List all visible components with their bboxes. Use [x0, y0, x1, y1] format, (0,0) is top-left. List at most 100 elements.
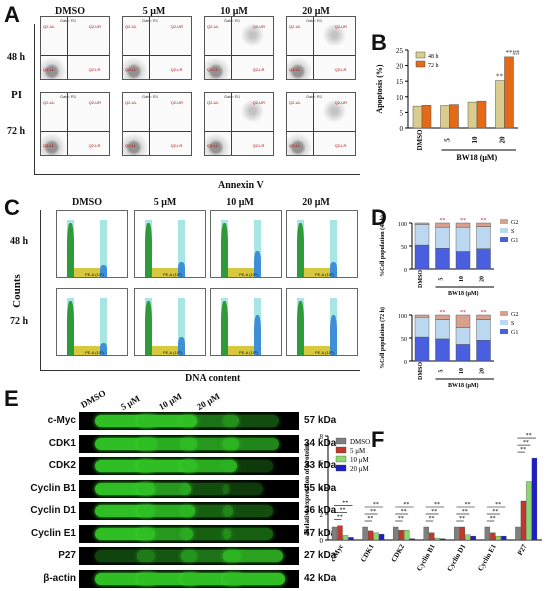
- bar-CDK2-0: [392, 526, 399, 541]
- panel-c-x-arrow: [40, 370, 360, 371]
- bar-CyclinB1-3: [440, 538, 446, 541]
- sig-star: **: [428, 516, 434, 522]
- g1-peak: [144, 300, 152, 355]
- sig-star: **: [434, 502, 440, 508]
- bar-CyclinB1-1: [429, 532, 435, 541]
- bar-G2-5: [435, 222, 450, 228]
- y-tick-label: 0: [400, 125, 404, 133]
- panel-c-y-arrow: [40, 210, 41, 370]
- sig-star: **: [403, 502, 409, 508]
- blot-kda: 36 kDa: [304, 505, 337, 516]
- flow-q-bot-right: Q2-LR: [88, 66, 101, 72]
- bar-G1-DMSO: [414, 244, 430, 270]
- blot-band: [95, 550, 155, 562]
- flow-gate-label: Gate: R1: [224, 18, 241, 23]
- blot-band: [223, 415, 279, 427]
- legend-swatch: [335, 464, 347, 472]
- flow-dots: [205, 130, 236, 155]
- y-tick-label: 5: [400, 109, 404, 117]
- panel-a-pi-label: PI: [11, 89, 22, 101]
- x-axis-label: BW18 (μM): [448, 290, 479, 297]
- cc-histogram-48h-1: PE-A (10³): [134, 210, 206, 278]
- blot-strip: [79, 569, 299, 588]
- bar-G2-10: [455, 314, 471, 328]
- panel-a-row-48h: 48 h: [7, 52, 26, 63]
- quadrant-hline: [123, 131, 191, 133]
- blot-band: [223, 437, 279, 450]
- flow-q-bot-right: Q2-LR: [88, 142, 101, 148]
- legend-label: 20 μM: [350, 465, 370, 473]
- panel-a-row-72h: 72 h: [7, 126, 26, 137]
- cc-histogram-48h-0: PE-A (10³): [56, 210, 128, 278]
- x-tick-label: CDK2: [390, 543, 407, 564]
- legend-swatch: [500, 320, 508, 325]
- bar-CyclinD1-2: [465, 534, 471, 541]
- sig-star: **: [462, 509, 468, 515]
- blot-label: Cyclin E1: [30, 527, 76, 539]
- x-tick-label: DMSO: [418, 362, 424, 380]
- flow-plot-48h-2: Gate: R1 Q2-UL Q2-UR Q2-LL Q2-LR: [204, 16, 274, 80]
- flow-dots: [287, 130, 318, 155]
- flow-q-top-left: Q2-UL: [125, 24, 137, 29]
- annotation: **: [496, 73, 504, 81]
- g1-peak: [144, 222, 152, 277]
- legend-swatch: [500, 237, 508, 242]
- sig-star: **: [465, 502, 471, 508]
- bar-G1-10: [455, 251, 471, 270]
- panel-c-ylabel: Counts: [10, 274, 23, 308]
- legend-swatch: [500, 311, 508, 316]
- x-tick-label: Cyclin E1: [476, 543, 498, 573]
- flow-gate-label: Gate: R1: [60, 94, 77, 99]
- legend-swatch: [335, 437, 347, 445]
- panel-a-x-arrow: [34, 174, 360, 175]
- panel-a-col-10: 10 μM: [220, 6, 248, 17]
- bar-G1-20: [476, 340, 491, 362]
- flow-q-bot-left: Q2-LL: [207, 66, 219, 72]
- quadrant-hline: [205, 131, 273, 133]
- cc-x-axis-label: PE-A (10³): [239, 350, 258, 355]
- g1-peak: [220, 222, 228, 277]
- flow-q-top-left: Q2-UL: [43, 100, 55, 105]
- g2-peak: [254, 250, 262, 277]
- flow-q-bot-left: Q2-LL: [289, 142, 301, 148]
- blot-strip: [79, 457, 299, 475]
- bar-S-10: [455, 226, 471, 252]
- legend-label: G2: [511, 220, 518, 226]
- flow-dots: [123, 130, 154, 155]
- bar-G2-5: [435, 314, 450, 320]
- x-tick-label: CDK1: [359, 543, 376, 564]
- flow-q-bot-right: Q2-LR: [252, 142, 265, 148]
- g1-peak: [296, 300, 304, 355]
- panel-e-lane-10: 10 μM: [157, 390, 184, 412]
- bar-P27-0: [515, 526, 521, 541]
- bar-P27-3: [531, 457, 538, 541]
- g1-peak: [66, 300, 74, 355]
- bar-c-Myc-3: [348, 537, 354, 541]
- quadrant-vline: [230, 93, 232, 155]
- bar-G2-DMSO: [414, 222, 430, 225]
- cc-histogram-72h-2: PE-A (10³): [210, 288, 282, 356]
- flow-dots: [41, 54, 72, 79]
- bar-S-DMSO: [414, 224, 430, 246]
- bar-S-DMSO: [414, 317, 430, 338]
- legend-label: 5 μM: [350, 447, 366, 455]
- bar-CDK2-2: [403, 530, 410, 541]
- flow-q-top-left: Q2-UL: [43, 24, 55, 29]
- flow-q-top-right: Q2-UR: [170, 100, 184, 105]
- blot-kda: 42 kDa: [304, 572, 337, 584]
- g2-peak: [254, 315, 262, 355]
- blot-strip: [79, 502, 299, 520]
- sig-star: **: [490, 516, 496, 522]
- cc-x-axis-label: PE-A (10³): [315, 272, 334, 277]
- legend-swatch: [500, 329, 508, 334]
- bar-G2-20: [476, 314, 491, 320]
- y-tick-label: 50: [401, 337, 407, 343]
- g2-gate: [100, 298, 108, 355]
- sig-star: **: [373, 502, 379, 508]
- legend-label: G1: [511, 238, 518, 244]
- sig-star: **: [459, 516, 465, 522]
- bar-CyclinE1-3: [501, 535, 507, 541]
- flow-plot-48h-1: Gate: R1 Q2-UL Q2-UR Q2-LL Q2-LR: [122, 16, 192, 80]
- bar-72h-5: [449, 104, 459, 129]
